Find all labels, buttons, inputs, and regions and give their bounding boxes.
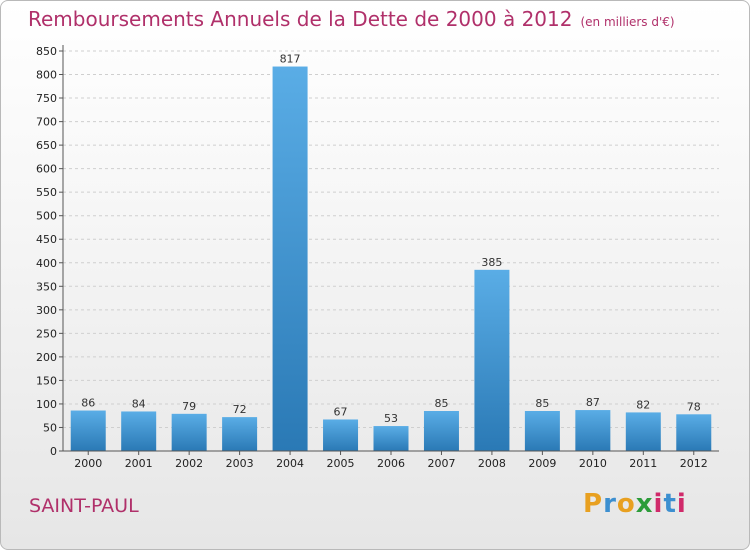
y-tick-label: 200: [36, 351, 57, 364]
bar-value-label: 72: [233, 403, 247, 416]
y-tick-label: 750: [36, 92, 57, 105]
x-tick-label: 2010: [579, 457, 607, 470]
x-tick-label: 2001: [125, 457, 153, 470]
bar-value-label: 87: [586, 396, 600, 409]
bar: [373, 426, 409, 451]
x-tick-label: 2004: [276, 457, 304, 470]
bar: [524, 411, 560, 451]
bar-value-label: 86: [81, 397, 95, 410]
chart-title: Remboursements Annuels de la Dette de 20…: [28, 7, 573, 31]
x-tick-label: 2006: [377, 457, 405, 470]
logo-letter: i: [653, 489, 664, 519]
logo-letter: P: [583, 489, 604, 519]
logo-letter: x: [635, 489, 654, 519]
x-tick-label: 2005: [327, 457, 355, 470]
y-tick-label: 300: [36, 304, 57, 317]
bars: 86 2000 84 2001 79 2002 72 2003 817 2004 67 2005 53 2…: [70, 53, 712, 470]
chart-title-block: Remboursements Annuels de la Dette de 20…: [28, 7, 675, 31]
x-tick-label: 2000: [74, 457, 102, 470]
y-tick-label: 450: [36, 233, 57, 246]
y-tick-label: 150: [36, 374, 57, 387]
bar-value-label: 79: [182, 400, 196, 413]
bar: [323, 419, 359, 451]
bar-value-label: 85: [535, 397, 549, 410]
proxiti-logo: Proxiti: [583, 489, 687, 519]
logo-letter: r: [603, 489, 617, 519]
y-tick-label: 50: [43, 421, 57, 434]
x-tick-label: 2003: [226, 457, 254, 470]
bar: [70, 410, 106, 451]
logo-letter: t: [663, 489, 677, 519]
bar-value-label: 53: [384, 412, 398, 425]
x-tick-label: 2009: [528, 457, 556, 470]
bar: [625, 412, 661, 451]
logo-letter: i: [676, 489, 687, 519]
x-tick-label: 2011: [629, 457, 657, 470]
y-tick-label: 800: [36, 69, 57, 82]
bar: [222, 417, 258, 451]
y-tick-label: 350: [36, 280, 57, 293]
bar: [423, 411, 459, 451]
bar: [272, 66, 308, 451]
bar-value-label: 85: [434, 397, 448, 410]
x-tick-label: 2012: [680, 457, 708, 470]
y-tick-label: 500: [36, 210, 57, 223]
y-tick-label: 600: [36, 163, 57, 176]
bar-value-label: 817: [280, 53, 301, 66]
bar: [474, 269, 510, 451]
logo-letter: o: [616, 489, 636, 519]
bar-value-label: 84: [132, 397, 146, 410]
bar-value-label: 67: [334, 405, 348, 418]
axes: [62, 45, 719, 452]
commune-name: SAINT-PAUL: [29, 495, 139, 517]
y-tick-label: 100: [36, 398, 57, 411]
bar: [121, 411, 157, 451]
bar-value-label: 78: [687, 400, 701, 413]
bar: [676, 414, 712, 451]
y-tick-label: 400: [36, 257, 57, 270]
y-tick-label: 0: [50, 445, 57, 458]
y-tick-label: 250: [36, 327, 57, 340]
bar: [171, 413, 207, 451]
y-tick-label: 650: [36, 139, 57, 152]
grid-lines: [63, 50, 719, 452]
x-tick-label: 2008: [478, 457, 506, 470]
y-tick-label: 550: [36, 186, 57, 199]
bar-value-label: 385: [481, 256, 502, 269]
bar-value-label: 82: [636, 398, 650, 411]
bar: [575, 410, 611, 451]
y-tick-label: 700: [36, 116, 57, 129]
y-tick-label: 850: [36, 45, 57, 58]
chart-subtitle: (en milliers d'€): [580, 15, 675, 29]
x-tick-label: 2007: [427, 457, 455, 470]
x-tick-label: 2002: [175, 457, 203, 470]
y-axis-ticks: 0 50 100 150 200 250 300 350 400 450 500 550 600 650 7…: [36, 45, 63, 458]
